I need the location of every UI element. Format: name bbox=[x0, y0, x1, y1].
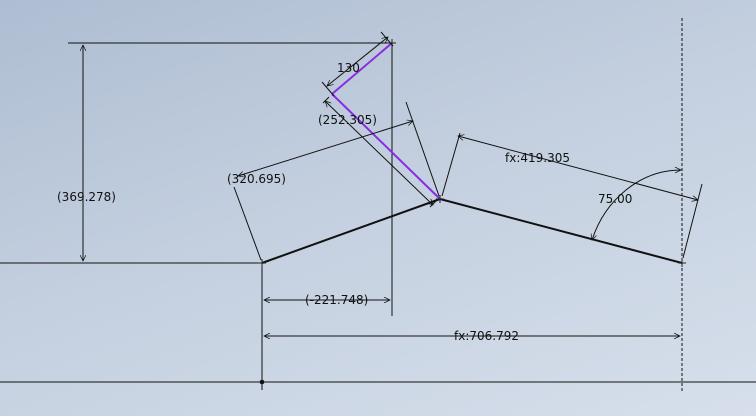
origin-point[interactable] bbox=[259, 379, 265, 385]
sketch-points bbox=[258, 39, 686, 267]
dimension-419[interactable] bbox=[441, 132, 703, 259]
sketch-line-left[interactable] bbox=[261, 198, 441, 264]
dimension-320[interactable] bbox=[233, 101, 440, 261]
dimension-221-label[interactable]: (-221.748) bbox=[305, 293, 368, 307]
dimension-320-label[interactable]: (320.695) bbox=[227, 172, 286, 186]
dimension-130-label[interactable]: 130 bbox=[337, 61, 360, 75]
sketch-line-right[interactable] bbox=[439, 198, 683, 264]
dimension-369-label[interactable]: (369.278) bbox=[57, 190, 116, 204]
dimension-706-label[interactable]: fx:706.792 bbox=[454, 329, 519, 343]
dimension-130[interactable] bbox=[321, 31, 394, 97]
dimension-252-label[interactable]: (252.305) bbox=[318, 113, 377, 127]
dimension-75-angle[interactable] bbox=[592, 170, 681, 240]
dimension-419-label[interactable]: fx:419.305 bbox=[505, 151, 570, 165]
dimension-75-label[interactable]: 75.00 bbox=[598, 192, 632, 206]
selected-line-lower[interactable] bbox=[331, 93, 441, 200]
